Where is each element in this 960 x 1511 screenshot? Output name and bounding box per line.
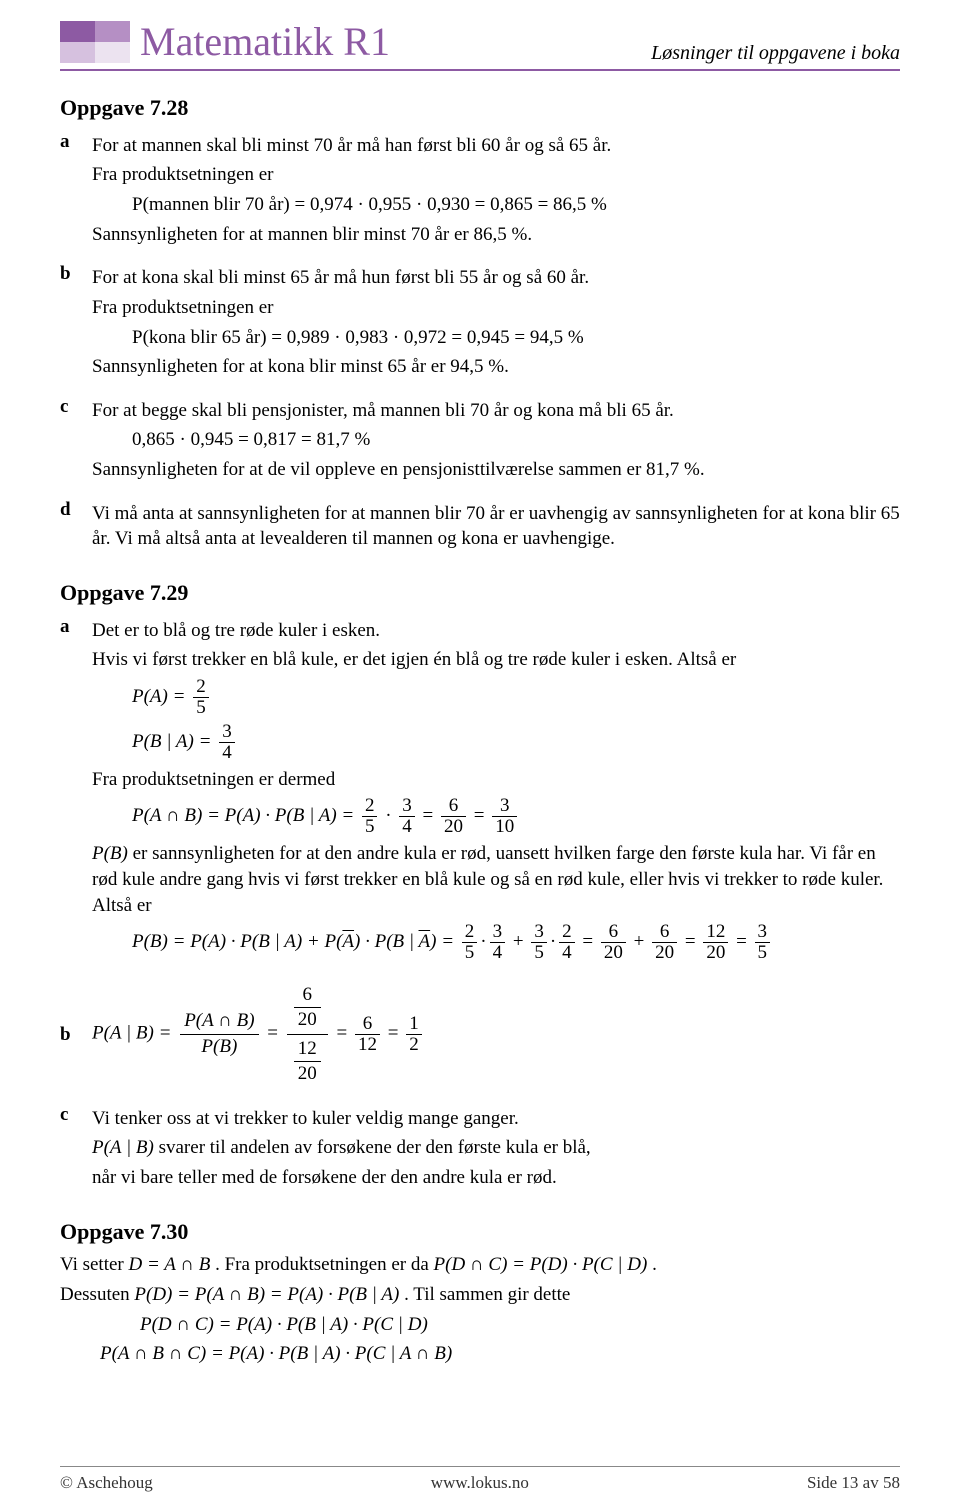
task-729-b: b P(A | B) = P(A ∩ B) P(B) = 620 1220 = … [60,977,900,1092]
equation: P(D ∩ C) = P(A) · P(B | A) · P(C | D) [140,1312,900,1338]
text-line: når vi bare teller med de forsøkene der … [92,1165,900,1191]
text-span: . Til sammen gir dette [404,1284,570,1305]
page-header: Matematikk R1 Løsninger til oppgavene i … [60,0,900,71]
text-span: svarer til andelen av forsøkene der den … [154,1137,591,1158]
equation: 0,865 · 0,945 = 0,817 = 81,7 % [132,427,900,453]
fraction: 620 1220 [287,981,328,1088]
text-line: For at kona skal bli minst 65 år må hun … [92,265,900,291]
text-line: Sannsynligheten for at de vil oppleve en… [92,457,900,483]
equation-pa: P(A) = 2 5 [132,677,900,718]
eq-label: P(A) = [132,686,185,707]
eq-label: P(A ∩ B) = P(A) · P(B | A) = [132,805,354,826]
part-label: b [60,261,92,384]
task-728-b: b For at kona skal bli minst 65 år må hu… [60,261,900,384]
text-span: Vi setter [60,1254,129,1275]
equation: P(A ∩ B ∩ C) = P(A) · P(B | A) · P(C | A… [100,1341,900,1367]
frac-den: 4 [219,743,235,763]
text-span: . [652,1254,657,1275]
task-729-c: c Vi tenker oss at vi trekker to kuler v… [60,1102,900,1195]
header-subtitle: Løsninger til oppgavene i boka [651,42,900,65]
frac-num: 2 [193,677,209,698]
brand-title: Matematikk R1 [140,18,390,65]
part-label: d [60,497,92,556]
text-line: For at mannen skal bli minst 70 år må ha… [92,133,900,159]
fraction: 3 4 [219,722,235,763]
text-line: Vi setter D = A ∩ B . Fra produktsetning… [60,1252,900,1278]
text-line: P(A | B) svarer til andelen av forsøkene… [92,1135,900,1161]
equation-bayes: P(A | B) = P(A ∩ B) P(B) = 620 1220 = 61… [92,981,900,1088]
part-label: a [60,129,92,252]
content: Oppgave 7.28 a For at mannen skal bli mi… [60,93,900,1367]
fraction: 2 5 [193,677,209,718]
text-line: Dessuten P(D) = P(A ∩ B) = P(A) · P(B | … [60,1282,900,1308]
eq-label: P(A | B) = [92,1023,171,1044]
frac-den: 5 [193,698,209,718]
part-label: b [60,1022,92,1048]
text-span: er sannsynligheten for at den andre kula… [92,843,883,915]
text-line: Det er to blå og tre røde kuler i esken. [92,618,900,644]
eq-label: P(B | A) = [132,731,211,752]
text-line: Hvis vi først trekker en blå kule, er de… [92,647,900,673]
text-line: Sannsynligheten for at kona blir minst 6… [92,354,900,380]
task-730-title: Oppgave 7.30 [60,1217,900,1247]
text-span: . Fra produktsetningen er da [215,1254,433,1275]
equation: P(kona blir 65 år) = 0,989 · 0,983 · 0,9… [132,325,900,351]
text-line: Vi må anta at sannsynligheten for at man… [92,501,900,552]
task-728-d: d Vi må anta at sannsynligheten for at m… [60,497,900,556]
part-label: a [60,614,92,967]
text-line: Fra produktsetningen er [92,295,900,321]
inline-equation: P(D) = P(A ∩ B) = P(A) · P(B | A) [134,1284,399,1305]
task-728-title: Oppgave 7.28 [60,93,900,123]
brand-swatch-icon [60,21,130,63]
task-728-c: c For at begge skal bli pensjonister, må… [60,394,900,487]
inline-equation: D = A ∩ B [129,1254,211,1275]
inline-symbol: P(A | B) [92,1137,154,1158]
footer-left: © Aschehoug [60,1473,153,1493]
task-729-title: Oppgave 7.29 [60,578,900,608]
footer-center: www.lokus.no [431,1473,529,1493]
part-label: c [60,394,92,487]
task-729-a: a Det er to blå og tre røde kuler i eske… [60,614,900,967]
equation: P(mannen blir 70 år) = 0,974 · 0,955 · 0… [132,192,900,218]
text-span: Dessuten [60,1284,134,1305]
text-line: Fra produktsetningen er [92,162,900,188]
text-line: Sannsynligheten for at mannen blir minst… [92,222,900,248]
eq-label: P(B) = P(A) · P(B | A) + P(A) · P(B | A)… [132,931,454,952]
brand: Matematikk R1 [60,18,390,65]
task-728-a: a For at mannen skal bli minst 70 år må … [60,129,900,252]
text-line: Fra produktsetningen er dermed [92,767,900,793]
text-line: For at begge skal bli pensjonister, må m… [92,398,900,424]
equation-product: P(A ∩ B) = P(A) · P(B | A) = 25 · 34 = 6… [132,796,900,837]
inline-equation: P(D ∩ C) = P(D) · P(C | D) [434,1254,648,1275]
page-footer: © Aschehoug www.lokus.no Side 13 av 58 [60,1466,900,1493]
inline-symbol: P(B) [92,843,128,864]
equation-pba: P(B | A) = 3 4 [132,722,900,763]
text-line: Vi tenker oss at vi trekker to kuler vel… [92,1106,900,1132]
equation-pb: P(B) = P(A) · P(B | A) + P(A) · P(B | A)… [132,922,900,963]
part-label: c [60,1102,92,1195]
footer-right: Side 13 av 58 [807,1473,900,1493]
fraction: P(A ∩ B) P(B) [180,1009,258,1060]
text-line: P(B) er sannsynligheten for at den andre… [92,841,900,918]
frac-num: 3 [219,722,235,743]
